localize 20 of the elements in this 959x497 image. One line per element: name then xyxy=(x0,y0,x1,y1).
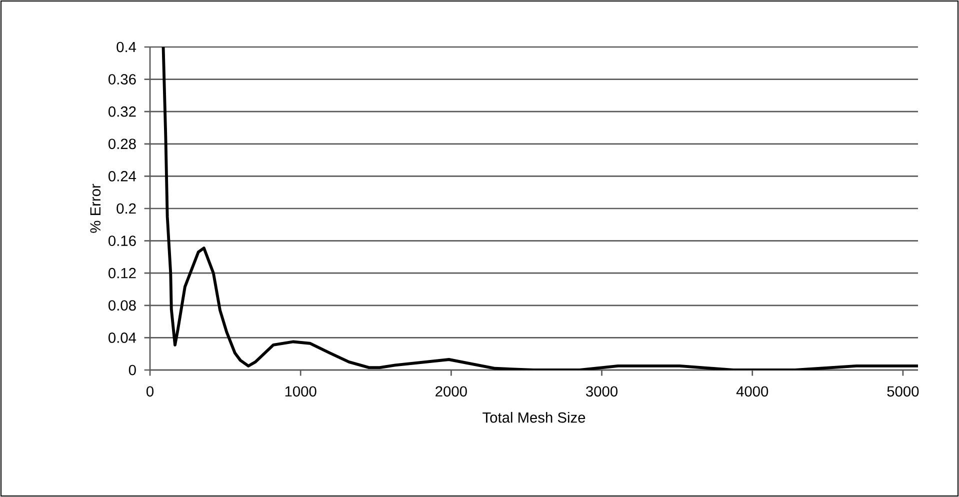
y-tick-label: 0.08 xyxy=(108,300,136,311)
y-tick-label: 0.28 xyxy=(108,138,136,150)
y-axis-title: % Error xyxy=(90,184,101,233)
x-axis-title: Total Mesh Size xyxy=(482,412,586,423)
y-tick-label: 0.36 xyxy=(108,74,136,84)
y-tick-label: 0.24 xyxy=(108,171,136,182)
x-tick-label: 5000 xyxy=(887,386,919,397)
line-series xyxy=(162,47,918,370)
x-tick-label: 3000 xyxy=(586,386,618,397)
y-tick-label: 0 xyxy=(128,364,136,376)
x-tick-label: 2000 xyxy=(436,386,467,397)
x-tick-label: 4000 xyxy=(736,386,768,397)
x-tick-label: 1000 xyxy=(285,386,316,397)
y-tick-label: 0.4 xyxy=(116,42,136,52)
y-tick-label: 0.04 xyxy=(108,332,136,343)
y-tick-label: 0.12 xyxy=(108,268,136,278)
y-tick-label: 0.16 xyxy=(108,236,136,246)
y-tick-label: 0.32 xyxy=(108,106,136,117)
y-tick-label: 0.2 xyxy=(116,203,136,214)
x-tick-label: 0 xyxy=(146,386,154,397)
